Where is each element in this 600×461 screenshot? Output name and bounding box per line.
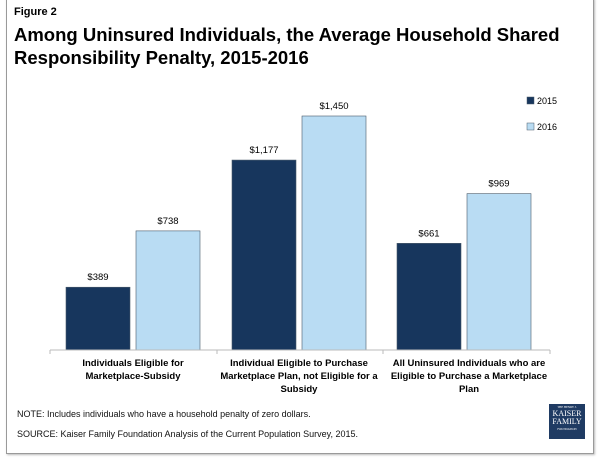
bar-2015 (396, 243, 462, 351)
figure-label: Figure 2 (14, 6, 57, 18)
bar-2016 (466, 193, 532, 351)
bar-2015 (65, 286, 131, 351)
data-label: $661 (418, 228, 439, 239)
note-text: NOTE: Includes individuals who have a ho… (17, 409, 311, 419)
figure-frame (6, 0, 594, 454)
chart-title: Among Uninsured Individuals, the Average… (14, 24, 560, 68)
category-label: Individual Eligible to Purchase Marketpl… (220, 358, 378, 395)
data-label: $389 (87, 272, 108, 283)
bar-2016 (301, 115, 367, 351)
legend-label: 2015 (537, 96, 557, 106)
bar-2015 (231, 159, 297, 351)
data-label: $738 (157, 216, 178, 227)
category-label: All Uninsured Individuals who are Eligib… (390, 358, 548, 395)
data-label: $1,450 (319, 101, 348, 112)
legend-swatch (526, 122, 535, 131)
bar-2016 (135, 230, 201, 351)
data-label: $969 (488, 179, 509, 190)
kff-logo: THE HENRY J. KAISER FAMILY FOUNDATION (549, 404, 585, 439)
source-text: SOURCE: Kaiser Family Foundation Analysi… (17, 429, 358, 439)
category-label: Individuals Eligible for Marketplace-Sub… (82, 358, 184, 382)
legend-label: 2016 (537, 122, 557, 132)
legend-swatch (526, 96, 535, 105)
data-label: $1,177 (249, 145, 278, 156)
